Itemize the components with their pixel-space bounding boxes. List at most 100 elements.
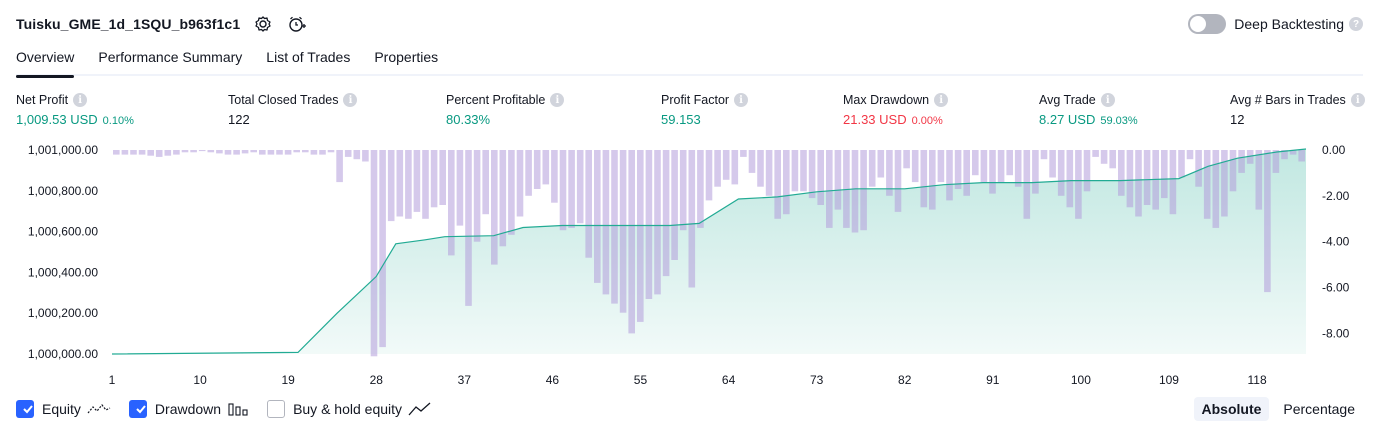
legend-buy-hold[interactable]: Buy & hold equity (267, 400, 432, 418)
drawdown-bar (1143, 150, 1151, 205)
tab-performance-summary[interactable]: Performance Summary (98, 49, 243, 65)
drawdown-bar (533, 150, 541, 189)
drawdown-bar (181, 150, 189, 153)
drawdown-bar (559, 150, 567, 231)
legend-equity[interactable]: Equity (16, 400, 111, 418)
x-tick-label: 28 (370, 373, 384, 387)
drawdown-bar (147, 150, 154, 156)
info-icon[interactable]: i (550, 93, 565, 107)
mode-percentage-button[interactable]: Percentage (1283, 401, 1355, 417)
value-mode-switch: Absolute Percentage (1188, 397, 1364, 421)
drawdown-bar (886, 150, 893, 196)
drawdown-bar (834, 150, 842, 210)
drawdown-bar (1195, 150, 1202, 187)
toggle-knob (1190, 16, 1207, 32)
equity-checkbox[interactable] (16, 400, 34, 418)
drawdown-bar (344, 150, 352, 157)
info-icon[interactable]: i (1350, 93, 1365, 107)
drawdown-bar (448, 150, 455, 256)
drawdown-bar (336, 150, 343, 183)
stat-value-main: 8.27 USD (1039, 112, 1096, 127)
info-icon[interactable]: i (734, 93, 749, 107)
buy-hold-checkbox[interactable] (267, 400, 286, 418)
drawdown-bar (241, 150, 249, 154)
drawdown-bar (267, 150, 275, 155)
x-tick-label: 19 (281, 373, 295, 387)
stat-label-text: Percent Profitable (446, 93, 546, 107)
drawdown-bar (765, 150, 773, 196)
stat-value: 80.33% (446, 112, 564, 127)
drawdown-bar (662, 150, 670, 277)
drawdown-bar (1203, 150, 1211, 219)
drawdown-bar (877, 150, 885, 178)
x-tick-label: 37 (458, 373, 472, 387)
stat-value-sub: 0.00% (911, 115, 943, 127)
drawdown-bar (310, 150, 318, 155)
drawdown-bar (327, 150, 335, 153)
tab-overview[interactable]: Overview (16, 46, 75, 78)
mode-absolute-button[interactable]: Absolute (1193, 397, 1270, 421)
drawdown-bar (826, 150, 833, 228)
y-right-tick-label: -6.00 (1322, 281, 1350, 295)
info-icon[interactable]: i (343, 93, 358, 107)
stat-total-closed-trades: Total Closed Trades i 122 (228, 93, 358, 127)
drawdown-bar (774, 150, 781, 219)
tab-properties[interactable]: Properties (374, 49, 439, 65)
legend-drawdown[interactable]: Drawdown (128, 400, 249, 418)
drawdown-bar (594, 150, 601, 283)
drawdown-bar (1212, 150, 1220, 228)
drawdown-bar (705, 150, 713, 201)
drawdown-bar (198, 150, 206, 152)
strategy-header: Tuisku_GME_1d_1SQU_b963f1c1 Deep Backtes… (16, 12, 1363, 36)
drawdown-bar (783, 150, 790, 215)
stat-value-main: 80.33% (446, 112, 491, 127)
equity-line-icon (87, 404, 111, 414)
drawdown-bar (259, 150, 266, 155)
tab-list-of-trades[interactable]: List of Trades (266, 49, 351, 65)
drawdown-bar (396, 150, 404, 217)
equity-label: Equity (42, 401, 81, 417)
x-tick-label: 73 (810, 373, 824, 387)
stat-profit-factor: Profit Factor i 59.153 (661, 93, 749, 127)
add-alert-clock-icon[interactable] (286, 13, 308, 35)
x-tick-label: 118 (1247, 373, 1266, 387)
drawdown-bar (473, 150, 481, 242)
drawdown-bar (654, 150, 661, 295)
settings-gear-icon[interactable] (252, 13, 274, 35)
stat-value-sub: 59.03% (1100, 115, 1138, 127)
drawdown-bar (611, 150, 618, 304)
drawdown-bar (911, 150, 919, 183)
stat-value-main: 21.33 USD (843, 112, 907, 127)
info-icon[interactable]: i (73, 93, 88, 107)
info-icon[interactable]: i (1100, 93, 1115, 107)
info-icon[interactable]: i (934, 93, 949, 107)
drawdown-bar (800, 150, 807, 192)
chart-legend: Equity Drawdown Buy & hold equity (16, 400, 450, 418)
stat-label: Net Profit i (16, 93, 134, 107)
drawdown-bar (817, 150, 824, 205)
drawdown-bar (1272, 150, 1280, 173)
drawdown-bar (697, 150, 704, 228)
deep-backtesting-label: Deep Backtesting (1234, 16, 1344, 32)
drawdown-bar (113, 150, 120, 155)
drawdown-bar (731, 150, 739, 185)
drawdown-bar (190, 150, 197, 153)
drawdown-bar (808, 150, 816, 199)
y-right-tick-label: 0.00 (1322, 143, 1346, 157)
stat-value-main: 12 (1230, 112, 1245, 127)
drawdown-bar (130, 150, 137, 155)
equity-line (111, 148, 1307, 355)
drawdown-bar (929, 150, 936, 210)
stat-value-main: 122 (228, 112, 250, 127)
drawdown-bar (224, 150, 232, 155)
drawdown-bar (903, 150, 910, 169)
help-icon[interactable]: ? (1349, 17, 1363, 31)
drawdown-bar (1264, 150, 1271, 293)
drawdown-bar (851, 150, 859, 233)
drawdown-bar (173, 150, 180, 155)
drawdown-bar (894, 150, 902, 212)
deep-backtesting-control: Deep Backtesting ? (1188, 12, 1363, 36)
deep-backtesting-toggle[interactable] (1188, 14, 1227, 34)
drawdown-checkbox[interactable] (128, 400, 147, 418)
drawdown-bar (542, 150, 550, 185)
